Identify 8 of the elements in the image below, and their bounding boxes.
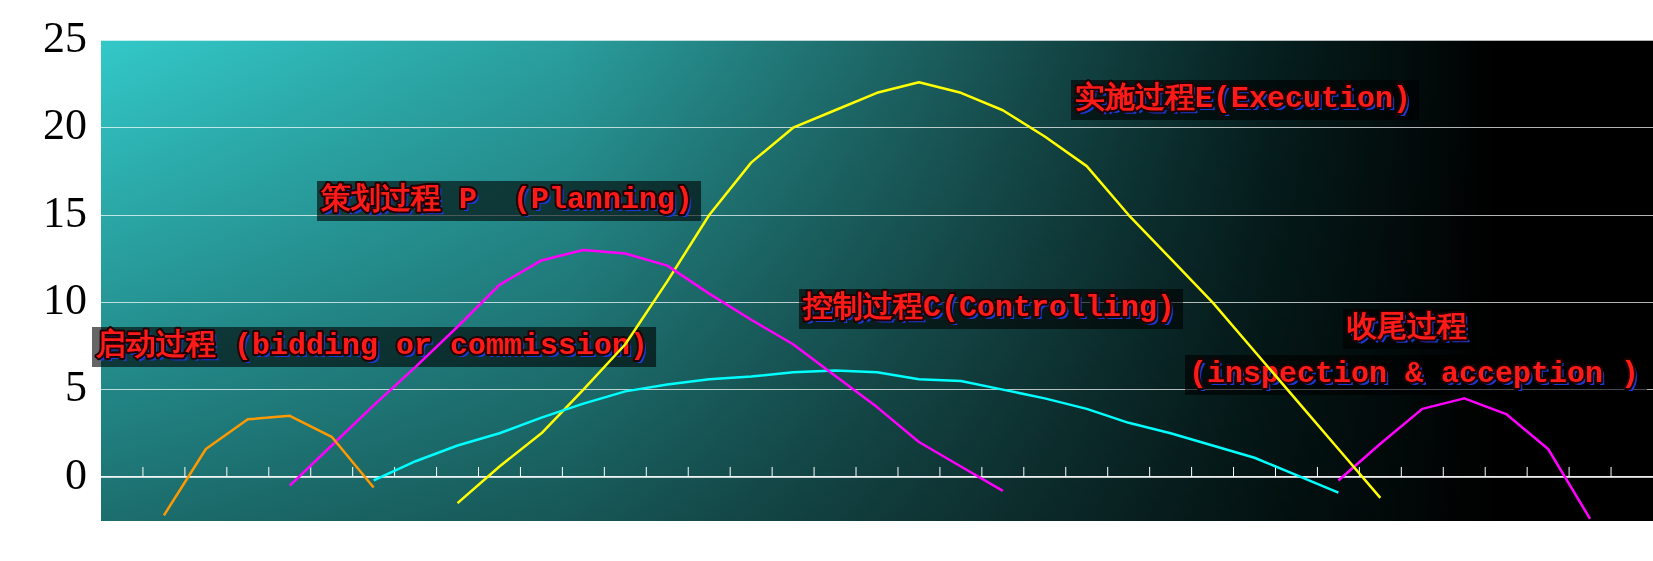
y-tick-label: 0 [65, 449, 87, 499]
y-tick-label: 5 [65, 362, 87, 412]
y-tick-label: 15 [43, 187, 87, 237]
y-tick-label: 10 [43, 274, 87, 324]
y-tick-label: 25 [43, 12, 87, 62]
annotation: 实施过程E(Execution) [1078, 82, 1415, 119]
y-tick-label: 20 [43, 100, 87, 150]
annotation: 策划过程 P (Planning) [323, 184, 697, 220]
